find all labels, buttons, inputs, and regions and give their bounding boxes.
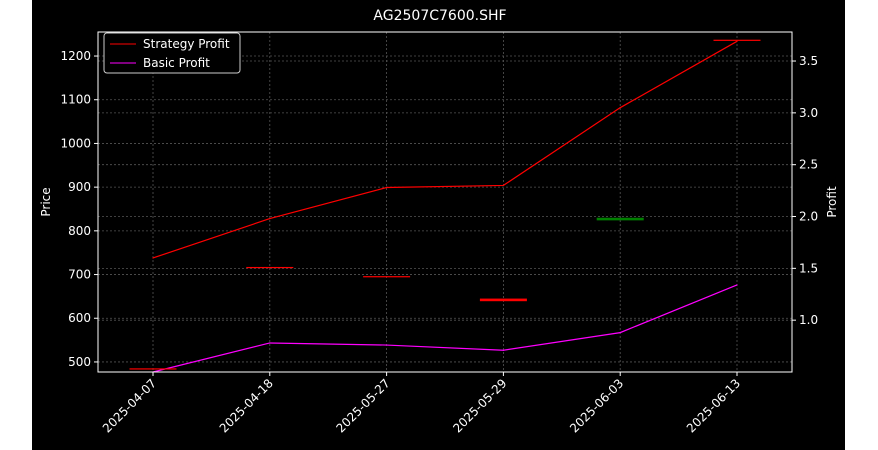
series-layer <box>152 40 738 373</box>
y2-tick-label: 3.5 <box>799 54 818 68</box>
candles-layer <box>129 39 761 370</box>
candle-body <box>129 368 177 370</box>
y2-tick-label: 2.0 <box>799 210 818 224</box>
y-tick-label: 800 <box>68 224 91 238</box>
left-axis: 500 600 700 800 900 1000 1100 1200 <box>60 49 98 369</box>
chart-title: AG2507C7600.SHF <box>373 8 506 24</box>
y2-tick-label: 1.5 <box>799 261 818 275</box>
y-tick-label: 1000 <box>60 136 91 150</box>
series-point-0 <box>736 40 738 42</box>
grid <box>98 32 792 372</box>
figure-background <box>32 0 845 450</box>
candle-body <box>479 298 527 302</box>
series-point-0 <box>386 186 388 189</box>
y-tick-label: 500 <box>68 355 91 369</box>
y-axis-label: Price <box>39 187 53 216</box>
legend-label-strategy: Strategy Profit <box>143 37 230 51</box>
legend: Strategy Profit Basic Profit <box>103 32 241 74</box>
plot-frame <box>97 31 793 373</box>
series-point-0 <box>502 184 504 187</box>
y2-tick-label: 1.0 <box>799 313 818 327</box>
series-line-1 <box>152 284 738 373</box>
candle-body <box>713 39 761 41</box>
y2-axis-label: Profit <box>825 186 839 218</box>
y-tick-label: 700 <box>68 268 91 282</box>
legend-label-basic: Basic Profit <box>143 56 210 70</box>
candle-body <box>363 276 411 278</box>
y2-tick-label: 3.0 <box>799 106 818 120</box>
y-tick-label: 1200 <box>60 49 91 63</box>
y2-tick-label: 2.5 <box>799 158 818 172</box>
series-point-1 <box>736 284 738 286</box>
y-tick-label: 600 <box>68 311 91 325</box>
series-point-1 <box>502 349 504 351</box>
series-point-0 <box>152 257 154 259</box>
candle-body <box>596 217 644 221</box>
series-point-1 <box>269 342 271 344</box>
y-tick-label: 1100 <box>60 93 91 107</box>
y-tick-label: 900 <box>68 180 91 194</box>
series-point-0 <box>269 217 271 220</box>
candle-body <box>246 266 294 269</box>
legend-box <box>103 32 241 74</box>
series-line-0 <box>152 40 738 259</box>
right-axis: 1.0 1.5 2.0 2.5 3.0 3.5 <box>792 54 818 327</box>
series-point-0 <box>619 107 621 109</box>
series-point-1 <box>386 344 388 346</box>
series-point-1 <box>619 332 621 334</box>
